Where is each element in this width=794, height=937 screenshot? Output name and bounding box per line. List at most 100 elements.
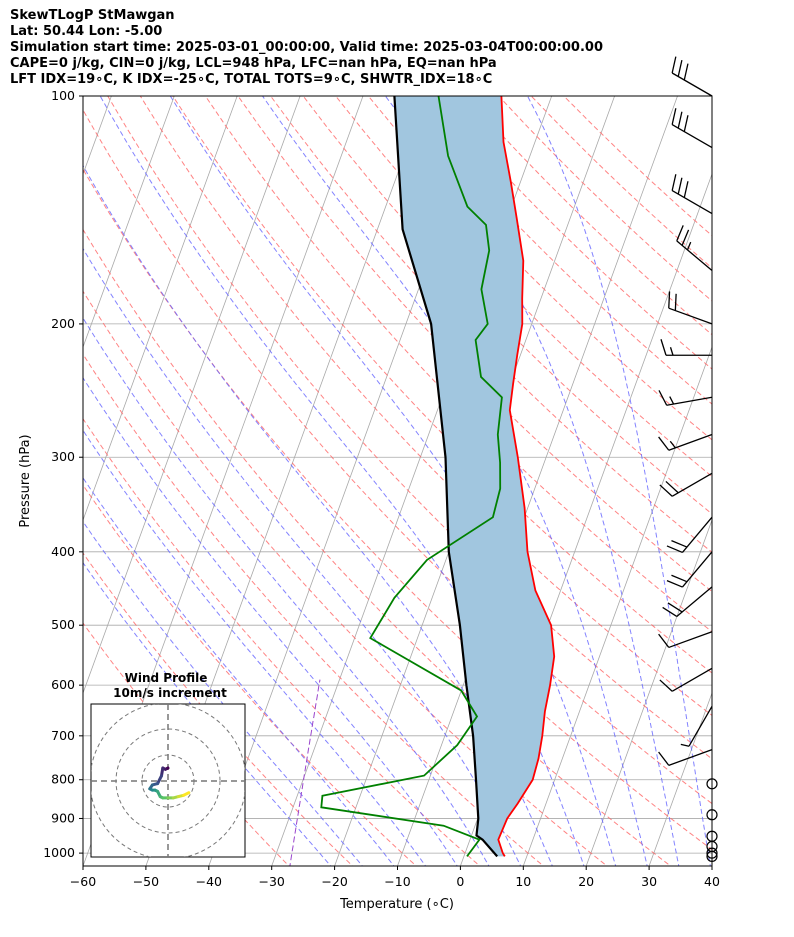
y-tick-label: 200 xyxy=(51,316,75,331)
isotherm-line xyxy=(648,691,712,866)
wind-barb-staff xyxy=(676,586,713,617)
wind-barb-flag xyxy=(662,606,678,617)
y-tick-label: 100 xyxy=(51,88,75,103)
wind-barb-staff xyxy=(688,706,713,747)
title-station: SkewTLogP StMawgan xyxy=(10,8,175,23)
wind-barb-flag xyxy=(683,63,689,81)
wind-barb-flag xyxy=(660,339,667,356)
dry-adiabat xyxy=(83,228,672,866)
wind-barb-staff xyxy=(671,124,713,149)
wind-barb-flag xyxy=(666,580,683,588)
wind-barb-flag xyxy=(671,56,677,74)
y-tick-label: 1000 xyxy=(43,845,75,860)
wind-barb-flag xyxy=(669,347,674,356)
wind-barb-flag xyxy=(669,440,676,449)
isotherm-line xyxy=(83,96,175,349)
parcel-profile-line xyxy=(393,96,499,858)
y-tick-label: 400 xyxy=(51,544,75,559)
isotherm-line xyxy=(585,518,712,866)
hodograph-plot xyxy=(91,704,245,857)
wind-barb-flag xyxy=(669,396,675,405)
y-axis-label: Pressure (hPa) xyxy=(18,434,33,527)
x-tick-label: 20 xyxy=(578,874,594,889)
moist-adiabat xyxy=(83,164,553,866)
calm-wind-circle xyxy=(706,847,718,859)
wind-barb-flag xyxy=(671,540,688,548)
x-tick-label: −10 xyxy=(384,874,410,889)
wind-barb-staff xyxy=(676,240,713,271)
moist-adiabat xyxy=(83,561,332,866)
moist-adiabat xyxy=(83,520,363,866)
isotherm-line xyxy=(711,864,712,866)
wind-barb-flag xyxy=(677,111,683,129)
dry-adiabat xyxy=(83,417,481,866)
y-tick-label: 700 xyxy=(51,728,75,743)
hodograph-inset: Wind Profile 10m/s increment xyxy=(90,671,246,858)
y-tick-label: 900 xyxy=(51,810,75,825)
wind-barb-staff xyxy=(668,749,713,766)
calm-wind-circle xyxy=(706,778,718,790)
wind-barb-flag xyxy=(676,225,684,242)
wind-barb-flag xyxy=(686,241,692,251)
wind-barb-flag xyxy=(659,484,673,497)
wind-barb-flag xyxy=(671,574,688,583)
dewpoint-line xyxy=(320,96,503,857)
moist-adiabat xyxy=(83,429,427,866)
wind-barb-staff xyxy=(668,433,713,451)
y-tick-label: 500 xyxy=(51,617,75,632)
wind-barb-flag xyxy=(683,181,689,198)
calm-wind-circle xyxy=(706,850,718,862)
x-tick-label: 30 xyxy=(641,874,657,889)
dry-adiabat xyxy=(83,290,608,866)
hodograph-subtitle: 10m/s increment xyxy=(113,686,227,700)
moist-adiabat xyxy=(83,317,490,866)
dry-adiabat xyxy=(302,96,712,515)
dry-adiabat xyxy=(563,96,712,237)
wind-barb-staff xyxy=(671,472,713,497)
wind-barbs xyxy=(658,56,718,862)
wind-barb-flag xyxy=(666,545,683,554)
dry-adiabat xyxy=(83,484,417,866)
calm-wind-circle xyxy=(706,809,718,821)
wind-barb-flag xyxy=(658,751,670,766)
wind-barb-flag xyxy=(665,480,679,494)
dry-adiabat xyxy=(172,96,712,674)
title-latlon: Lat: 50.44 Lon: -5.00 xyxy=(10,24,163,39)
wind-barb-flag xyxy=(658,390,668,406)
moist-adiabat xyxy=(83,376,458,866)
wind-barb-staff xyxy=(666,396,713,406)
wind-barb-staff xyxy=(671,72,713,97)
y-tick-label: 300 xyxy=(51,449,75,464)
x-tick-label: 10 xyxy=(515,874,531,889)
moist-adiabat xyxy=(99,96,585,866)
wind-barb-flag xyxy=(671,108,677,125)
wind-barb-flag xyxy=(674,293,677,311)
moist-adiabat xyxy=(83,477,395,866)
y-axis: 100 200 300 400 500 600 700 800 900 1000 xyxy=(43,88,83,860)
x-tick-label: −60 xyxy=(70,874,96,889)
wind-barb-staff xyxy=(668,631,713,649)
cape-cin-shading xyxy=(394,96,555,857)
wind-barb-staff xyxy=(671,667,713,692)
dry-adiabat xyxy=(367,96,712,441)
chart-header: SkewTLogP StMawgan Lat: 50.44 Lon: -5.00… xyxy=(10,8,603,88)
y-tick-label: 800 xyxy=(51,772,75,787)
wind-barb-staff xyxy=(681,551,713,588)
isotherm-line xyxy=(83,96,238,522)
wind-barb-flag xyxy=(683,115,689,132)
x-tick-label: −40 xyxy=(196,874,222,889)
wind-barb-flag xyxy=(677,177,683,195)
wind-barb-flag xyxy=(671,174,677,191)
hodograph-title: Wind Profile xyxy=(125,671,208,685)
wind-barb-flag xyxy=(677,60,683,77)
x-tick-label: 0 xyxy=(456,874,464,889)
wind-barb-flag xyxy=(659,679,673,692)
temperature-line xyxy=(497,96,556,857)
wind-barb-staff xyxy=(671,190,713,215)
title-times: Simulation start time: 2025-03-01_00:00:… xyxy=(10,40,603,55)
mixing-ratio-line xyxy=(289,679,321,866)
x-axis-label: Temperature (∘C) xyxy=(339,897,454,912)
title-cape-line: CAPE=0 j/kg, CIN=0 j/kg, LCL=948 hPa, LF… xyxy=(10,56,497,71)
